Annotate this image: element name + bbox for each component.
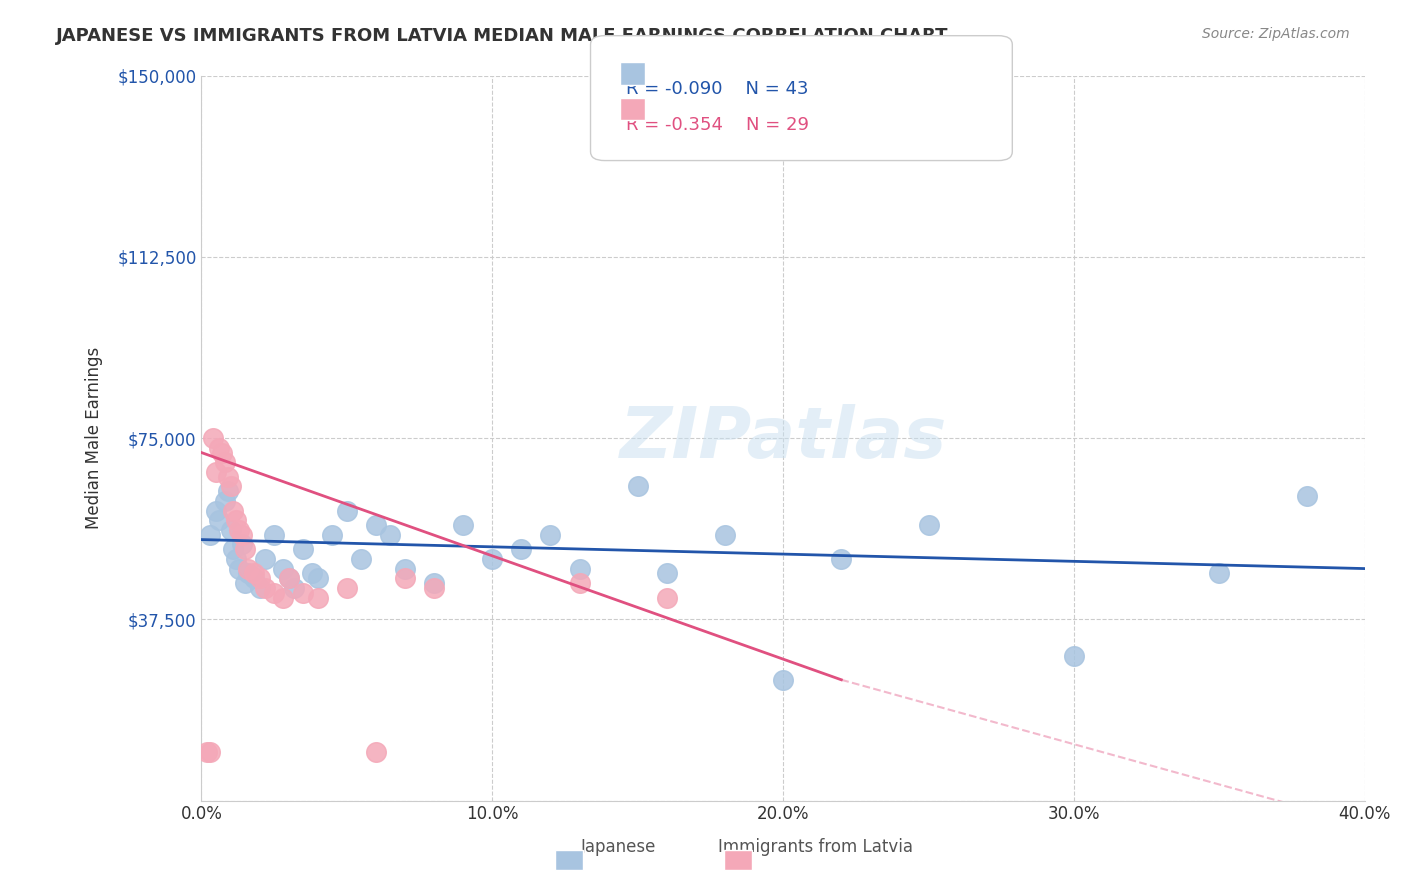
- Point: [263, 527, 285, 541]
- Point: [205, 503, 228, 517]
- Point: [292, 542, 315, 557]
- Point: [254, 552, 277, 566]
- Point: [423, 581, 446, 595]
- Point: [568, 576, 591, 591]
- Point: [211, 445, 233, 459]
- Point: [307, 591, 329, 605]
- Point: [236, 566, 259, 581]
- Point: [217, 484, 239, 499]
- Point: [217, 469, 239, 483]
- Y-axis label: Median Male Earnings: Median Male Earnings: [86, 347, 103, 529]
- Point: [233, 542, 256, 557]
- Point: [568, 561, 591, 575]
- Point: [222, 503, 245, 517]
- Point: [219, 479, 242, 493]
- Point: [336, 503, 359, 517]
- Point: [263, 586, 285, 600]
- Point: [195, 745, 218, 759]
- Point: [233, 576, 256, 591]
- Point: [214, 455, 236, 469]
- Point: [538, 527, 561, 541]
- Point: [1063, 648, 1085, 663]
- Point: [249, 581, 271, 595]
- Point: [627, 479, 650, 493]
- Point: [231, 527, 253, 541]
- Point: [655, 591, 678, 605]
- Point: [714, 527, 737, 541]
- Point: [451, 518, 474, 533]
- Point: [214, 494, 236, 508]
- Point: [510, 542, 533, 557]
- Point: [242, 571, 264, 585]
- Point: [277, 571, 299, 585]
- Point: [394, 571, 416, 585]
- Point: [219, 523, 242, 537]
- Point: [830, 552, 852, 566]
- Point: [208, 441, 231, 455]
- Point: [198, 527, 221, 541]
- Point: [364, 518, 387, 533]
- Text: Immigrants from Latvia: Immigrants from Latvia: [718, 838, 912, 856]
- Point: [228, 523, 250, 537]
- Point: [1295, 489, 1317, 503]
- Point: [481, 552, 503, 566]
- Point: [283, 581, 305, 595]
- Text: Japanese: Japanese: [581, 838, 657, 856]
- Point: [231, 537, 253, 551]
- Point: [228, 561, 250, 575]
- Point: [292, 586, 315, 600]
- Point: [271, 591, 294, 605]
- Point: [225, 552, 247, 566]
- Point: [655, 566, 678, 581]
- Text: R = -0.354    N = 29: R = -0.354 N = 29: [626, 116, 808, 134]
- Point: [208, 513, 231, 527]
- Point: [277, 571, 299, 585]
- Point: [225, 513, 247, 527]
- Text: R = -0.090    N = 43: R = -0.090 N = 43: [626, 80, 808, 98]
- Point: [249, 571, 271, 585]
- Point: [307, 571, 329, 585]
- Point: [222, 542, 245, 557]
- Point: [394, 561, 416, 575]
- Point: [242, 566, 264, 581]
- Point: [350, 552, 373, 566]
- Text: Source: ZipAtlas.com: Source: ZipAtlas.com: [1202, 27, 1350, 41]
- Text: ZIPatlas: ZIPatlas: [620, 403, 946, 473]
- Point: [321, 527, 343, 541]
- Point: [254, 581, 277, 595]
- Point: [205, 465, 228, 479]
- Point: [772, 673, 794, 687]
- Text: JAPANESE VS IMMIGRANTS FROM LATVIA MEDIAN MALE EARNINGS CORRELATION CHART: JAPANESE VS IMMIGRANTS FROM LATVIA MEDIA…: [56, 27, 949, 45]
- Point: [917, 518, 939, 533]
- Point: [380, 527, 402, 541]
- Point: [423, 576, 446, 591]
- Point: [336, 581, 359, 595]
- Point: [198, 745, 221, 759]
- Point: [271, 561, 294, 575]
- Point: [202, 431, 225, 445]
- Point: [1208, 566, 1230, 581]
- Point: [236, 561, 259, 575]
- Point: [301, 566, 323, 581]
- Point: [364, 745, 387, 759]
